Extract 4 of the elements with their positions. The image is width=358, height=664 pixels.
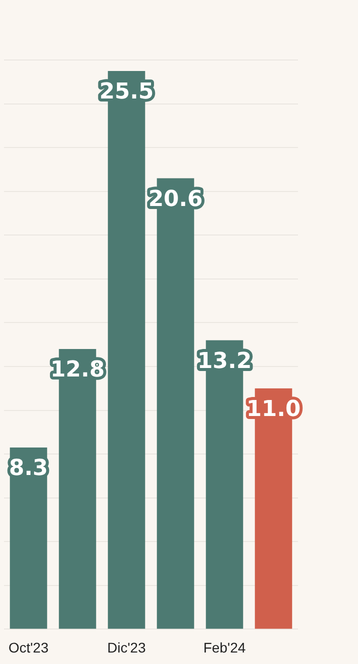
x-tick-label: Dic'23 [107, 639, 146, 656]
x-tick-label: Oct'23 [8, 639, 49, 656]
data-label: 8.3 [9, 456, 48, 482]
x-tick-label: Feb'24 [203, 639, 246, 656]
